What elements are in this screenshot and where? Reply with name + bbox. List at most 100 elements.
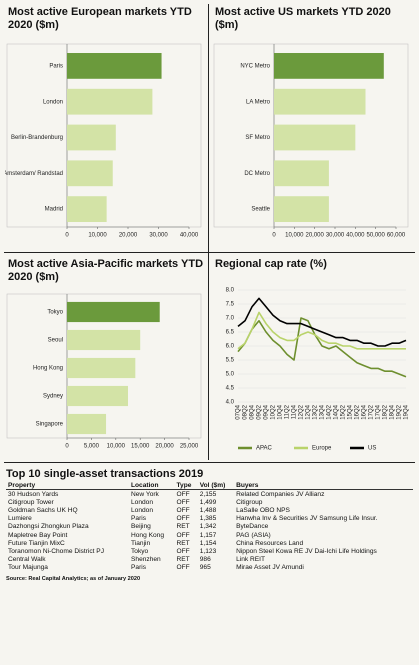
x-tick-label: 19Q2	[397, 404, 403, 419]
table-cell: London	[131, 506, 154, 514]
chart: 0 10,000 20,000 30,000 40,000 Paris London Berl…	[5, 43, 202, 239]
category-label: Amsterdam/ Randstad	[5, 171, 63, 177]
table-cell: 2,155	[199, 490, 217, 498]
x-tick-label: 17Q4	[376, 404, 382, 419]
category-label: Berlin-Brandenburg	[11, 135, 63, 141]
x-tick-label: 16Q2	[355, 404, 361, 419]
x-tick-label: 10,000	[285, 233, 304, 239]
column-header: Location	[129, 482, 175, 490]
y-tick-label: 5.0	[226, 372, 235, 378]
x-tick-label: 14Q4	[334, 404, 340, 419]
x-tick-label: 15Q2	[341, 404, 347, 419]
column-header: Type	[174, 482, 198, 490]
table-row: Central Walk Shenzhen RET 986 Link REIT	[6, 556, 413, 564]
legend-label: Europe	[312, 446, 332, 452]
table-row: Dazhongsi Zhongkun Plaza Beijing RET 1,342 B…	[6, 523, 413, 531]
x-tick-label: 25,000	[180, 444, 199, 450]
x-tick-label: 08Q2	[243, 404, 249, 419]
bar	[67, 160, 113, 187]
table-cell: OFF	[176, 547, 190, 555]
table-row: Lumiere Paris OFF 1,385 Hanwha Inv & Securit…	[6, 515, 413, 523]
table-cell: PAG (ASIA)	[236, 531, 271, 539]
table-cell: Toranomon Ni-Chome District PJ	[8, 547, 105, 555]
y-tick-label: 7.0	[226, 316, 235, 322]
table-cell: Shenzhen	[131, 556, 161, 564]
x-tick-label: 50,000	[366, 233, 385, 239]
chart: 0 10,000 20,000 30,000 40,000 50,000 60,000 NYC…	[213, 43, 409, 239]
table-cell: London	[131, 498, 154, 506]
table-row: 30 Hudson Yards New York OFF 2,155 Related C…	[6, 490, 413, 499]
x-tick-label: 12Q2	[299, 404, 305, 419]
table-row: Mapletree Bay Point Hong Kong OFF 1,157 PAG …	[6, 531, 413, 539]
column-header: Buyers	[234, 482, 413, 490]
table-row: Tour Majunga Paris OFF 965 Mirae Asset JV Am…	[6, 564, 413, 572]
table-cell: Hanwha Inv & Securities JV Samsung Life …	[236, 515, 378, 523]
table-cell: Paris	[131, 515, 147, 523]
x-tick-label: 0	[65, 233, 69, 239]
x-tick-label: 13Q2	[313, 404, 319, 419]
table-cell: Tour Majunga	[8, 564, 48, 572]
x-tick-label: 11Q2	[285, 404, 291, 419]
x-tick-label: 12Q4	[306, 404, 312, 419]
x-tick-label: 5,000	[84, 444, 100, 450]
table-row: Toranomon Ni-Chome District PJ Tokyo OFF 1,…	[6, 547, 413, 555]
x-tick-label: 20,000	[155, 444, 174, 450]
table-cell: Central Walk	[8, 556, 46, 564]
bar	[67, 413, 107, 435]
table-section: Top 10 single-asset transactions 2019 Pr…	[6, 468, 413, 582]
table-cell: Hong Kong	[131, 531, 164, 539]
column-header: Property	[6, 482, 129, 490]
table-cell: China Resources Land	[236, 539, 304, 547]
table-cell: RET	[176, 523, 190, 531]
table-title: Top 10 single-asset transactions 2019	[6, 468, 204, 480]
table-cell: 1,123	[199, 547, 217, 555]
legend-label: US	[368, 446, 376, 452]
x-tick-label: 0	[272, 233, 276, 239]
table-cell: 1,499	[199, 498, 217, 506]
x-tick-label: 15Q4	[348, 404, 354, 419]
bar	[67, 301, 160, 323]
bar	[67, 53, 162, 79]
x-tick-label: 18Q4	[390, 404, 396, 419]
table-cell: Future Tianjin MixC	[8, 539, 65, 547]
table-row: Future Tianjin MixC Tianjin RET 1,154 China …	[6, 539, 413, 547]
divider	[4, 252, 415, 253]
y-tick-label: 7.5	[226, 302, 235, 308]
x-tick-label: 60,000	[387, 233, 406, 239]
bar	[67, 88, 153, 115]
table-cell: OFF	[176, 515, 190, 523]
divider	[208, 4, 209, 460]
bar	[274, 88, 366, 115]
bar	[67, 124, 116, 151]
bar	[67, 196, 107, 222]
x-tick-label: 40,000	[346, 233, 365, 239]
table-cell: Paris	[131, 564, 147, 572]
table-row: Citigroup Tower London OFF 1,499 Citigroup	[6, 498, 413, 506]
bar	[274, 160, 329, 187]
table-cell: Nippon Steel Kowa RE JV Dai-Ichi Life Ho…	[236, 547, 377, 555]
chart-title: Regional cap rate (%)	[215, 258, 327, 270]
x-tick-label: 10,000	[107, 444, 126, 450]
table-cell: Tianjin	[131, 539, 151, 547]
x-tick-label: 20,000	[119, 233, 138, 239]
table-cell: RET	[176, 556, 190, 564]
x-tick-label: 0	[65, 444, 69, 450]
x-tick-label: 16Q4	[362, 404, 368, 419]
table-cell: 1,488	[199, 506, 217, 514]
bar	[67, 357, 136, 379]
x-tick-label: 13Q4	[320, 404, 326, 419]
table-cell: Beijing	[131, 523, 151, 531]
table-cell: Mirae Asset JV Amundi	[236, 564, 304, 572]
x-tick-label: 07Q4	[236, 404, 242, 419]
table-cell: 30 Hudson Yards	[8, 490, 59, 498]
x-tick-label: 10,000	[88, 233, 107, 239]
x-tick-label: 15,000	[131, 444, 150, 450]
chart-title: Most active European markets YTD 2020 ($…	[8, 6, 192, 31]
y-tick-label: 5.5	[226, 358, 235, 364]
table: Property Location Type Vol ($m) Buyers 30 Hud…	[6, 482, 413, 572]
table-cell: OFF	[176, 564, 190, 572]
category-label: London	[43, 99, 63, 105]
category-label: Paris	[49, 63, 63, 69]
y-tick-label: 6.0	[226, 344, 235, 350]
